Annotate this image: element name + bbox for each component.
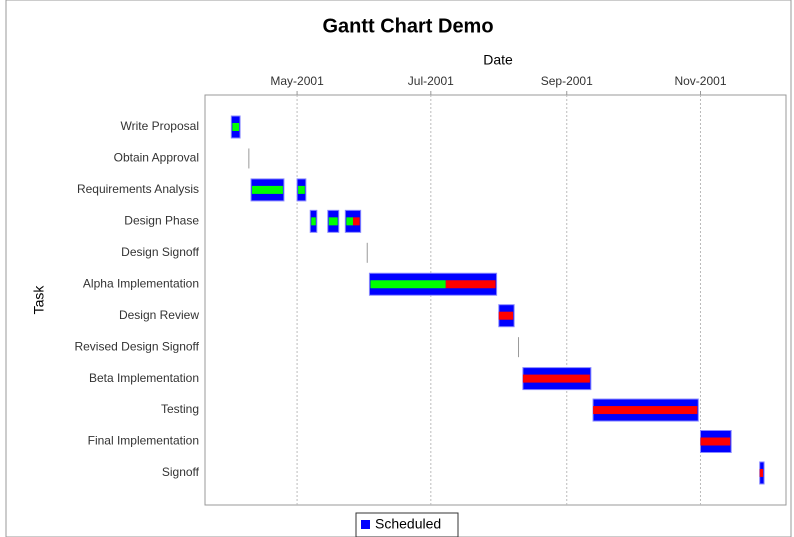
incomplete-bar [352, 217, 360, 226]
complete-bar [346, 217, 353, 226]
y-tick-label: Alpha Implementation [83, 276, 199, 290]
y-tick-label: Beta Implementation [89, 371, 199, 385]
x-tick-label: Sep-2001 [541, 74, 593, 88]
y-tick-label: Testing [161, 402, 199, 416]
complete-bar [298, 185, 305, 194]
y-tick-label: Revised Design Signoff [74, 339, 199, 353]
x-tick-label: Nov-2001 [674, 74, 726, 88]
incomplete-bar [498, 311, 514, 320]
y-tick-label: Requirements Analysis [77, 182, 199, 196]
x-axis-label: Date [483, 52, 513, 68]
y-tick-label: Design Review [119, 308, 199, 322]
complete-bar [232, 123, 240, 131]
chart-title: Gantt Chart Demo [322, 15, 493, 37]
x-tick-label: Jul-2001 [408, 74, 454, 88]
plot-area [204, 94, 787, 506]
incomplete-bar [445, 280, 496, 289]
legend-swatch [361, 520, 370, 529]
incomplete-bar [522, 374, 590, 383]
y-tick-label: Design Signoff [121, 245, 199, 259]
legend-label: Scheduled [375, 516, 441, 532]
y-tick-label: Write Proposal [121, 119, 199, 133]
complete-bar [311, 217, 316, 226]
x-tick-label: May-2001 [270, 74, 324, 88]
incomplete-bar [700, 437, 731, 446]
y-tick-label: Design Phase [124, 214, 199, 228]
y-tick-label: Signoff [162, 465, 200, 479]
complete-bar [252, 185, 283, 194]
complete-bar [370, 280, 446, 289]
complete-bar [328, 217, 338, 226]
y-tick-label: Final Implementation [88, 434, 199, 448]
y-tick-label: Obtain Approval [114, 151, 199, 165]
incomplete-bar [593, 406, 698, 415]
legend-box [355, 512, 459, 537]
y-axis-label: Task [31, 285, 47, 315]
incomplete-bar [759, 468, 764, 477]
